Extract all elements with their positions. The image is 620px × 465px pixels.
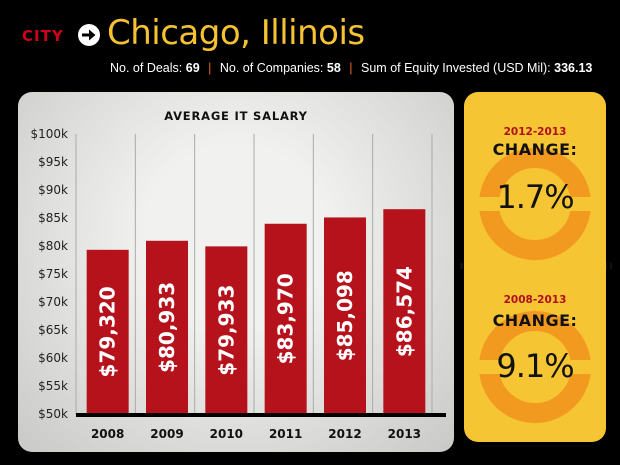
chart-title: AVERAGE IT SALARY (164, 109, 308, 123)
y-tick-label: $80k (38, 239, 68, 253)
y-tick-label: $95k (38, 155, 68, 169)
bar (146, 240, 188, 414)
bar (324, 217, 366, 414)
city-title: Chicago, Illinois (107, 13, 365, 53)
y-tick-label: $50k (38, 407, 68, 421)
header: CITY Chicago, Illinois No. of Deals: 69 … (0, 0, 620, 88)
change-value: 9.1% (496, 347, 574, 385)
stat-deals-value: 69 (185, 61, 200, 75)
y-tick-label: $65k (38, 323, 68, 337)
bar-value-label: $80,933 (155, 282, 179, 373)
y-tick-label: $100k (31, 127, 69, 141)
bar-value-label: $85,098 (333, 270, 357, 361)
bar-value-label: $79,933 (214, 285, 238, 376)
stats-separator: | (349, 61, 353, 75)
stat-equity-label: Sum of Equity Invested (USD Mil): (361, 61, 551, 75)
x-tick-label: 2010 (210, 427, 243, 441)
change-value: 1.7% (496, 178, 574, 216)
y-tick-label: $85k (38, 211, 68, 225)
change-label: CHANGE: (492, 311, 578, 330)
circular-arrows-icon (478, 147, 592, 261)
stat-companies-value: 58 (326, 61, 341, 75)
bar-value-label: $86,574 (392, 266, 416, 357)
y-tick-label: $70k (38, 295, 68, 309)
x-tick-label: 2008 (91, 427, 124, 441)
x-tick-label: 2009 (150, 427, 183, 441)
bar (264, 223, 307, 414)
arrow-right-icon (78, 24, 100, 46)
stats-separator: | (208, 61, 212, 75)
y-tick-label: $75k (38, 267, 68, 281)
bar (383, 209, 426, 414)
change-period: 2012-2013 (503, 126, 567, 138)
circular-arrows-icon (478, 310, 592, 424)
bar-chart: $50k $55k $60k $65k $70k $75k $80k $85k $90k $95k… (31, 127, 446, 441)
change-period: 2008-2013 (503, 294, 567, 306)
change-label: CHANGE: (492, 140, 578, 159)
bar (86, 249, 129, 414)
stat-equity-value: 336.13 (554, 61, 593, 75)
bar-value-label: $83,970 (274, 273, 298, 364)
chart-panel: AVERAGE IT SALARY $50k $55k $60k $65k $70k $7… (18, 92, 454, 452)
stat-companies-label: No. of Companies: (219, 61, 324, 75)
stats-bar: No. of Deals: 69 | No. of Companies: 58 … (110, 61, 592, 75)
x-tick-label: 2012 (328, 427, 361, 441)
y-tick-label: $60k (38, 351, 68, 365)
city-label: CITY (22, 27, 64, 45)
x-tick-label: 2011 (269, 427, 302, 441)
stat-deals-label: No. of Deals: (110, 61, 183, 75)
bar-value-label: $79,320 (96, 286, 120, 377)
change-panel: 2012-2013 CHANGE: 1.7% 2008-2013 CHANGE:… (464, 92, 606, 442)
y-tick-label: $90k (38, 183, 68, 197)
y-tick-label: $55k (38, 379, 68, 393)
bar (205, 246, 248, 414)
x-tick-label: 2013 (388, 427, 421, 441)
